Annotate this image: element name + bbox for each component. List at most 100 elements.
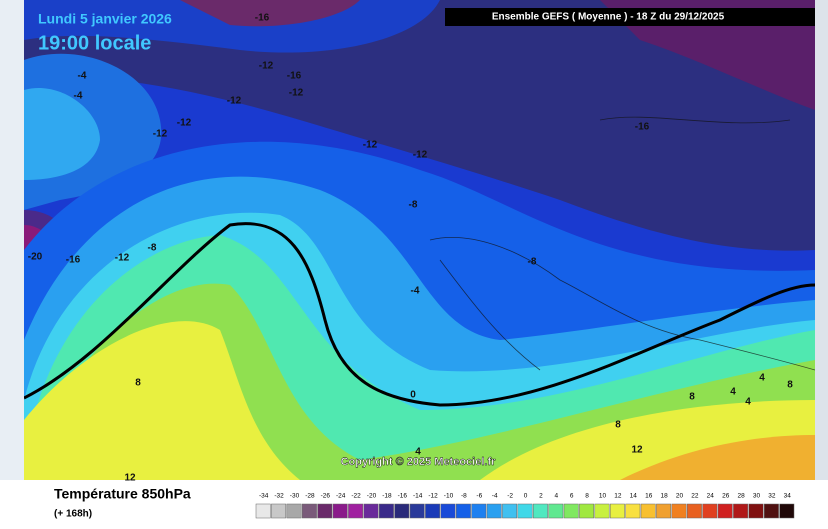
scale-label: -12: [428, 493, 438, 500]
contour-label: -12: [227, 96, 242, 107]
scale-swatch: [702, 503, 718, 519]
contour-label: -12: [177, 118, 192, 129]
scale-swatch: [440, 503, 456, 519]
scale-swatch: [502, 503, 518, 519]
scale-swatch: [548, 503, 564, 519]
contour-label: 4: [759, 373, 765, 384]
scale-swatch: [779, 503, 795, 519]
scale-label: -4: [492, 493, 498, 500]
legend-subtitle: (+ 168h): [54, 509, 92, 520]
scale-swatch: [363, 503, 379, 519]
scale-swatch: [517, 503, 533, 519]
scale-label: 22: [691, 493, 699, 500]
scale-label: 12: [614, 493, 622, 500]
contour-label: -8: [528, 257, 537, 268]
zero-isotherm: [24, 222, 815, 407]
scale-label: -30: [290, 493, 300, 500]
copyright: Copyright © 2025 Meteociel.fr: [341, 456, 497, 468]
scale-label: -16: [398, 493, 408, 500]
contour-label: 12: [124, 473, 136, 484]
contour-label: -12: [115, 253, 130, 264]
band: [600, 0, 815, 110]
run-box: [445, 8, 815, 26]
scale-swatch: [286, 503, 302, 519]
scale-swatch: [409, 503, 425, 519]
scale-label: 32: [768, 493, 776, 500]
scale-swatch: [625, 503, 641, 519]
scale-swatch: [733, 503, 749, 519]
scale-label: 0: [524, 493, 528, 500]
contour-label: 8: [135, 378, 141, 389]
scale-swatch: [671, 503, 687, 519]
band: [24, 321, 300, 480]
contour-label: -12: [259, 61, 274, 72]
coastline: [429, 116, 815, 371]
scale-label: 30: [753, 493, 761, 500]
contour-labels: -16 -4 -4 -12 -12 -16 -12 -12 -12 -12 -12 -16 -20 -16…: [28, 13, 793, 484]
scale-label: 34: [784, 493, 792, 500]
contour-label: 8: [787, 380, 793, 391]
contour-label: -12: [363, 140, 378, 151]
scale-label: -34: [259, 493, 269, 500]
contour-label: -12: [289, 88, 304, 99]
date: Lundi 5 janvier 2026: [38, 11, 172, 27]
map: [24, 0, 815, 480]
scale-swatch: [686, 503, 702, 519]
scale-label: 20: [676, 493, 684, 500]
scale-swatch: [563, 503, 579, 519]
scale-label: 2: [539, 493, 543, 500]
scale-label: -32: [274, 493, 284, 500]
scale-swatch: [271, 503, 287, 519]
scale-swatch: [348, 503, 364, 519]
contour-label: 12: [631, 445, 643, 456]
scale-swatch: [425, 503, 441, 519]
time: 19:00 locale: [38, 32, 151, 54]
contour-label: -20: [28, 252, 43, 263]
contour-label: -16: [66, 255, 81, 266]
scale-label: -26: [321, 493, 331, 500]
contour-label: -8: [409, 200, 418, 211]
contour-label: -16: [255, 13, 270, 24]
scale-swatch: [717, 503, 733, 519]
scale-label: 6: [570, 493, 574, 500]
scale-label: -14: [413, 493, 423, 500]
scale-label: 16: [645, 493, 653, 500]
scale-swatch: [255, 503, 271, 519]
scale-label: 4: [554, 493, 558, 500]
scale-swatch: [594, 503, 610, 519]
scale-swatch: [656, 503, 672, 519]
scale-label: -6: [476, 493, 482, 500]
side-strip: [0, 0, 24, 480]
contour-label: -4: [411, 286, 420, 297]
band: [620, 435, 815, 480]
color-scale: -34 -32 -30 -28 -26 -24 -22 -20 -18 -16 -14 -12 -10-…: [255, 493, 795, 519]
scale-label: -18: [382, 493, 392, 500]
contour-label: 4: [745, 397, 751, 408]
scale-label: 24: [707, 493, 715, 500]
contour-label: -16: [287, 71, 302, 82]
scale-label: -10: [444, 493, 454, 500]
scale-label: 14: [630, 493, 638, 500]
scale-swatch: [609, 503, 625, 519]
scale-label: -28: [305, 493, 315, 500]
scale-swatch: [394, 503, 410, 519]
band: [180, 0, 360, 27]
scale-swatch: [471, 503, 487, 519]
contour-label: -16: [635, 122, 650, 133]
scale-swatch: [763, 503, 779, 519]
scale-label: -20: [367, 493, 377, 500]
scale-swatch: [532, 503, 548, 519]
scale-swatch: [640, 503, 656, 519]
scale-label: 18: [660, 493, 668, 500]
contour-label: 4: [730, 387, 736, 398]
scale-label: 8: [585, 493, 589, 500]
scale-swatch: [301, 503, 317, 519]
scale-label: -22: [351, 493, 361, 500]
contour-label: -12: [153, 129, 168, 140]
contour-label: 8: [615, 420, 621, 431]
contour-label: -4: [78, 71, 87, 82]
scale-swatch: [317, 503, 333, 519]
scale-swatch: [455, 503, 471, 519]
run-info: Ensemble GEFS ( Moyenne ) - 18 Z du 29/1…: [492, 12, 725, 23]
scale-swatch: [332, 503, 348, 519]
